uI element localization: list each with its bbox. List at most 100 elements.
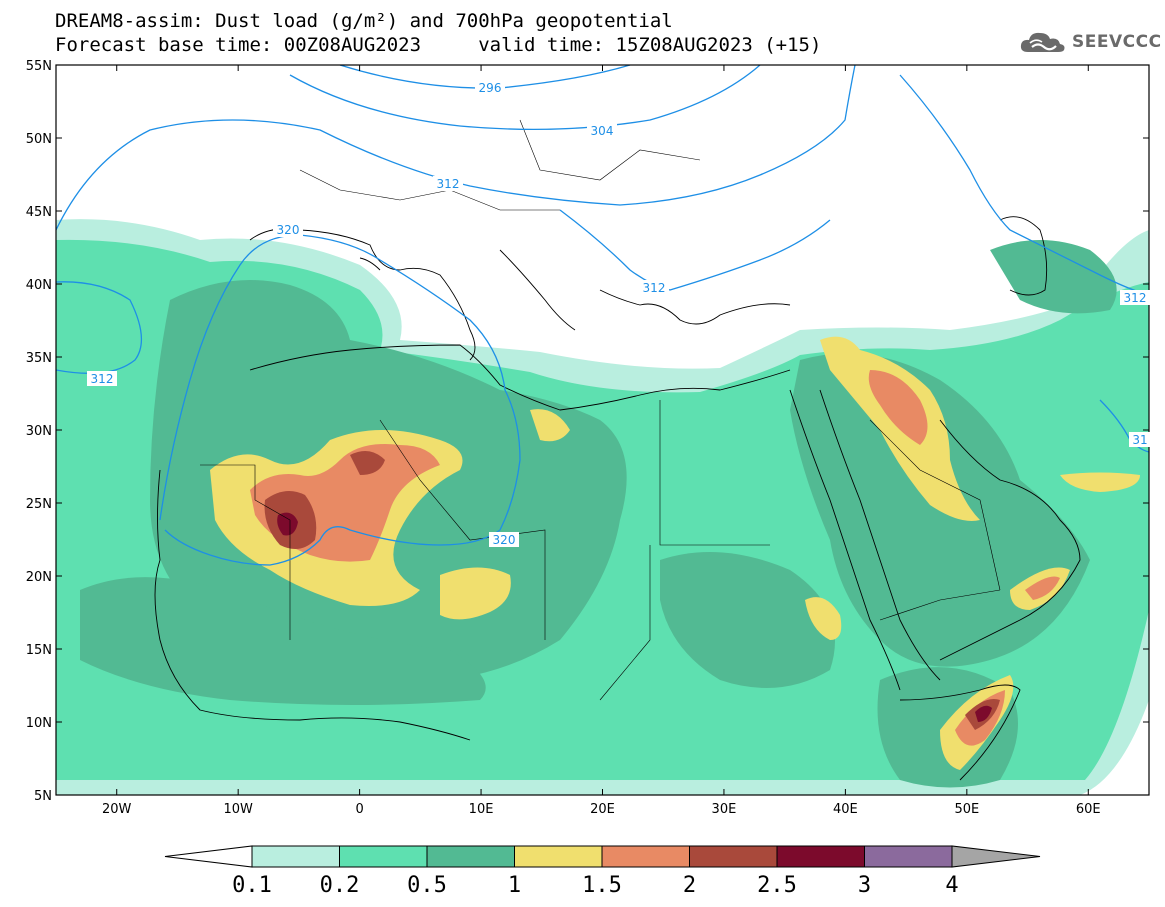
colorbar-label: 0.2 xyxy=(320,873,360,898)
contour-label-bg xyxy=(1120,290,1150,305)
longitude-axis: 20W 10W 0 10E 20E 30E 40E 50E 60E xyxy=(102,65,1101,817)
contour-label: 320 xyxy=(277,223,300,237)
contour-320 xyxy=(159,234,521,566)
lon-label: 60E xyxy=(1076,802,1101,817)
lon-label: 20W xyxy=(102,802,132,817)
lat-label: 40N xyxy=(26,278,52,293)
colorbar-swatch xyxy=(251,845,340,868)
contour-label: 320 xyxy=(493,533,516,547)
contour-312-east xyxy=(899,74,1149,296)
colorbar-swatch xyxy=(426,845,515,868)
lon-label: 0 xyxy=(355,802,363,817)
border-europe-1 xyxy=(299,169,560,211)
colorbar-swatch xyxy=(339,845,428,868)
dust-band-0.5-caspian xyxy=(990,240,1117,314)
lon-label: 40E xyxy=(833,802,858,817)
lat-label: 20N xyxy=(26,570,52,585)
dust-band-0.5-west-africa xyxy=(80,577,486,705)
map-plot-area xyxy=(56,65,1149,795)
contour-label: 312 xyxy=(643,281,666,295)
colorbar-label: 0.1 xyxy=(232,873,272,898)
colorbar-label: 1.5 xyxy=(582,873,622,898)
colorbar-swatch xyxy=(514,845,603,868)
lat-label: 50N xyxy=(26,132,52,147)
lon-label: 30E xyxy=(712,802,737,817)
lat-label: 25N xyxy=(26,497,52,512)
contour-label: 31 xyxy=(1132,433,1147,447)
red-sea xyxy=(789,389,941,691)
lat-label: 15N xyxy=(26,643,52,658)
colorbar-label: 3 xyxy=(858,873,871,898)
dust-band-2.5-somalia xyxy=(975,705,992,722)
lat-label: 5N xyxy=(34,789,52,804)
borders xyxy=(200,119,1001,701)
dust-band-0.5-central xyxy=(660,552,835,688)
dust-band-1-niger xyxy=(440,567,511,620)
contour-label: 312 xyxy=(1124,291,1147,305)
logo-text: SEEVCCC xyxy=(1072,32,1162,52)
lon-label: 20E xyxy=(590,802,615,817)
contour-label-bg xyxy=(433,176,463,191)
seevccc-logo: SEEVCCC xyxy=(1018,28,1162,56)
forecast-time-line: Forecast base time: 00Z08AUG2023 valid t… xyxy=(55,34,822,56)
border-africa-4 xyxy=(599,545,651,701)
contour-label: 304 xyxy=(591,124,614,138)
colorbar-label: 1 xyxy=(508,873,521,898)
colorbar-over-arrow xyxy=(951,845,1041,868)
border-europe-2 xyxy=(519,119,701,181)
contour-label-bg xyxy=(587,123,617,138)
colorbar-swatch xyxy=(864,845,953,868)
contour-304 xyxy=(289,65,761,131)
lon-label: 10E xyxy=(469,802,494,817)
dust-band-1-iran xyxy=(1060,472,1140,492)
colorbar-label: 2.5 xyxy=(757,873,797,898)
colorbar-label: 0.5 xyxy=(407,873,447,898)
map-title: DREAM8-assim: Dust load (g/m²) and 700hP… xyxy=(55,10,673,32)
colorbar-swatch xyxy=(601,845,690,868)
contour-312-north xyxy=(56,65,856,231)
contour-label-bg xyxy=(489,532,519,547)
europe-coast xyxy=(249,228,791,361)
colorbar: 0.1 0.2 0.5 1 1.5 2 2.5 3 4 xyxy=(164,845,1041,898)
colorbar-label: 4 xyxy=(945,873,958,898)
dust-band-2.5-sahara xyxy=(277,512,298,536)
border-arabia-2 xyxy=(879,589,1001,621)
contour-label: 312 xyxy=(91,372,114,386)
latitude-axis: 55N 50N 45N 40N 35N 30N 25N 20N 15N 10N 5N xyxy=(26,59,1149,804)
lon-label: 50E xyxy=(954,802,979,817)
dust-band-1-redsea xyxy=(805,597,842,640)
arabia-coast xyxy=(939,419,1081,661)
dust-band-1-libya xyxy=(530,409,570,442)
contour-label-bg xyxy=(475,80,505,95)
north-africa-coast xyxy=(249,344,791,411)
lat-label: 10N xyxy=(26,716,52,731)
border-africa-3 xyxy=(659,400,770,546)
lat-label: 35N xyxy=(26,351,52,366)
west-africa-coast xyxy=(154,469,471,741)
contour-label-bg xyxy=(273,222,303,237)
lat-label: 55N xyxy=(26,59,52,74)
border-arabia-1 xyxy=(869,419,1001,591)
lat-label: 45N xyxy=(26,205,52,220)
border-africa-2 xyxy=(379,419,546,640)
contour-label-bg xyxy=(639,280,669,295)
dust-load-fields xyxy=(56,219,1149,795)
dust-band-2-algeria xyxy=(350,451,385,475)
cloud-icon xyxy=(1020,32,1065,52)
contour-label: 296 xyxy=(479,81,502,95)
dust-band-1.5-iraq xyxy=(868,370,928,445)
colorbar-label: 2 xyxy=(683,873,696,898)
contour-label: 312 xyxy=(437,177,460,191)
coastlines xyxy=(154,216,1081,781)
colorbar-under-arrow xyxy=(164,845,253,868)
contour-312-balkans xyxy=(559,209,831,291)
contour-label-bg xyxy=(87,371,117,386)
dust-band-1.5-oman xyxy=(1025,576,1060,600)
colorbar-swatch xyxy=(776,845,865,868)
contour-labels: 296 304 312 320 320 312 312 312 31 xyxy=(87,80,1151,547)
horn-coast xyxy=(899,684,1021,781)
lon-label: 10W xyxy=(223,802,253,817)
lat-label: 30N xyxy=(26,424,52,439)
colorbar-swatch xyxy=(689,845,778,868)
